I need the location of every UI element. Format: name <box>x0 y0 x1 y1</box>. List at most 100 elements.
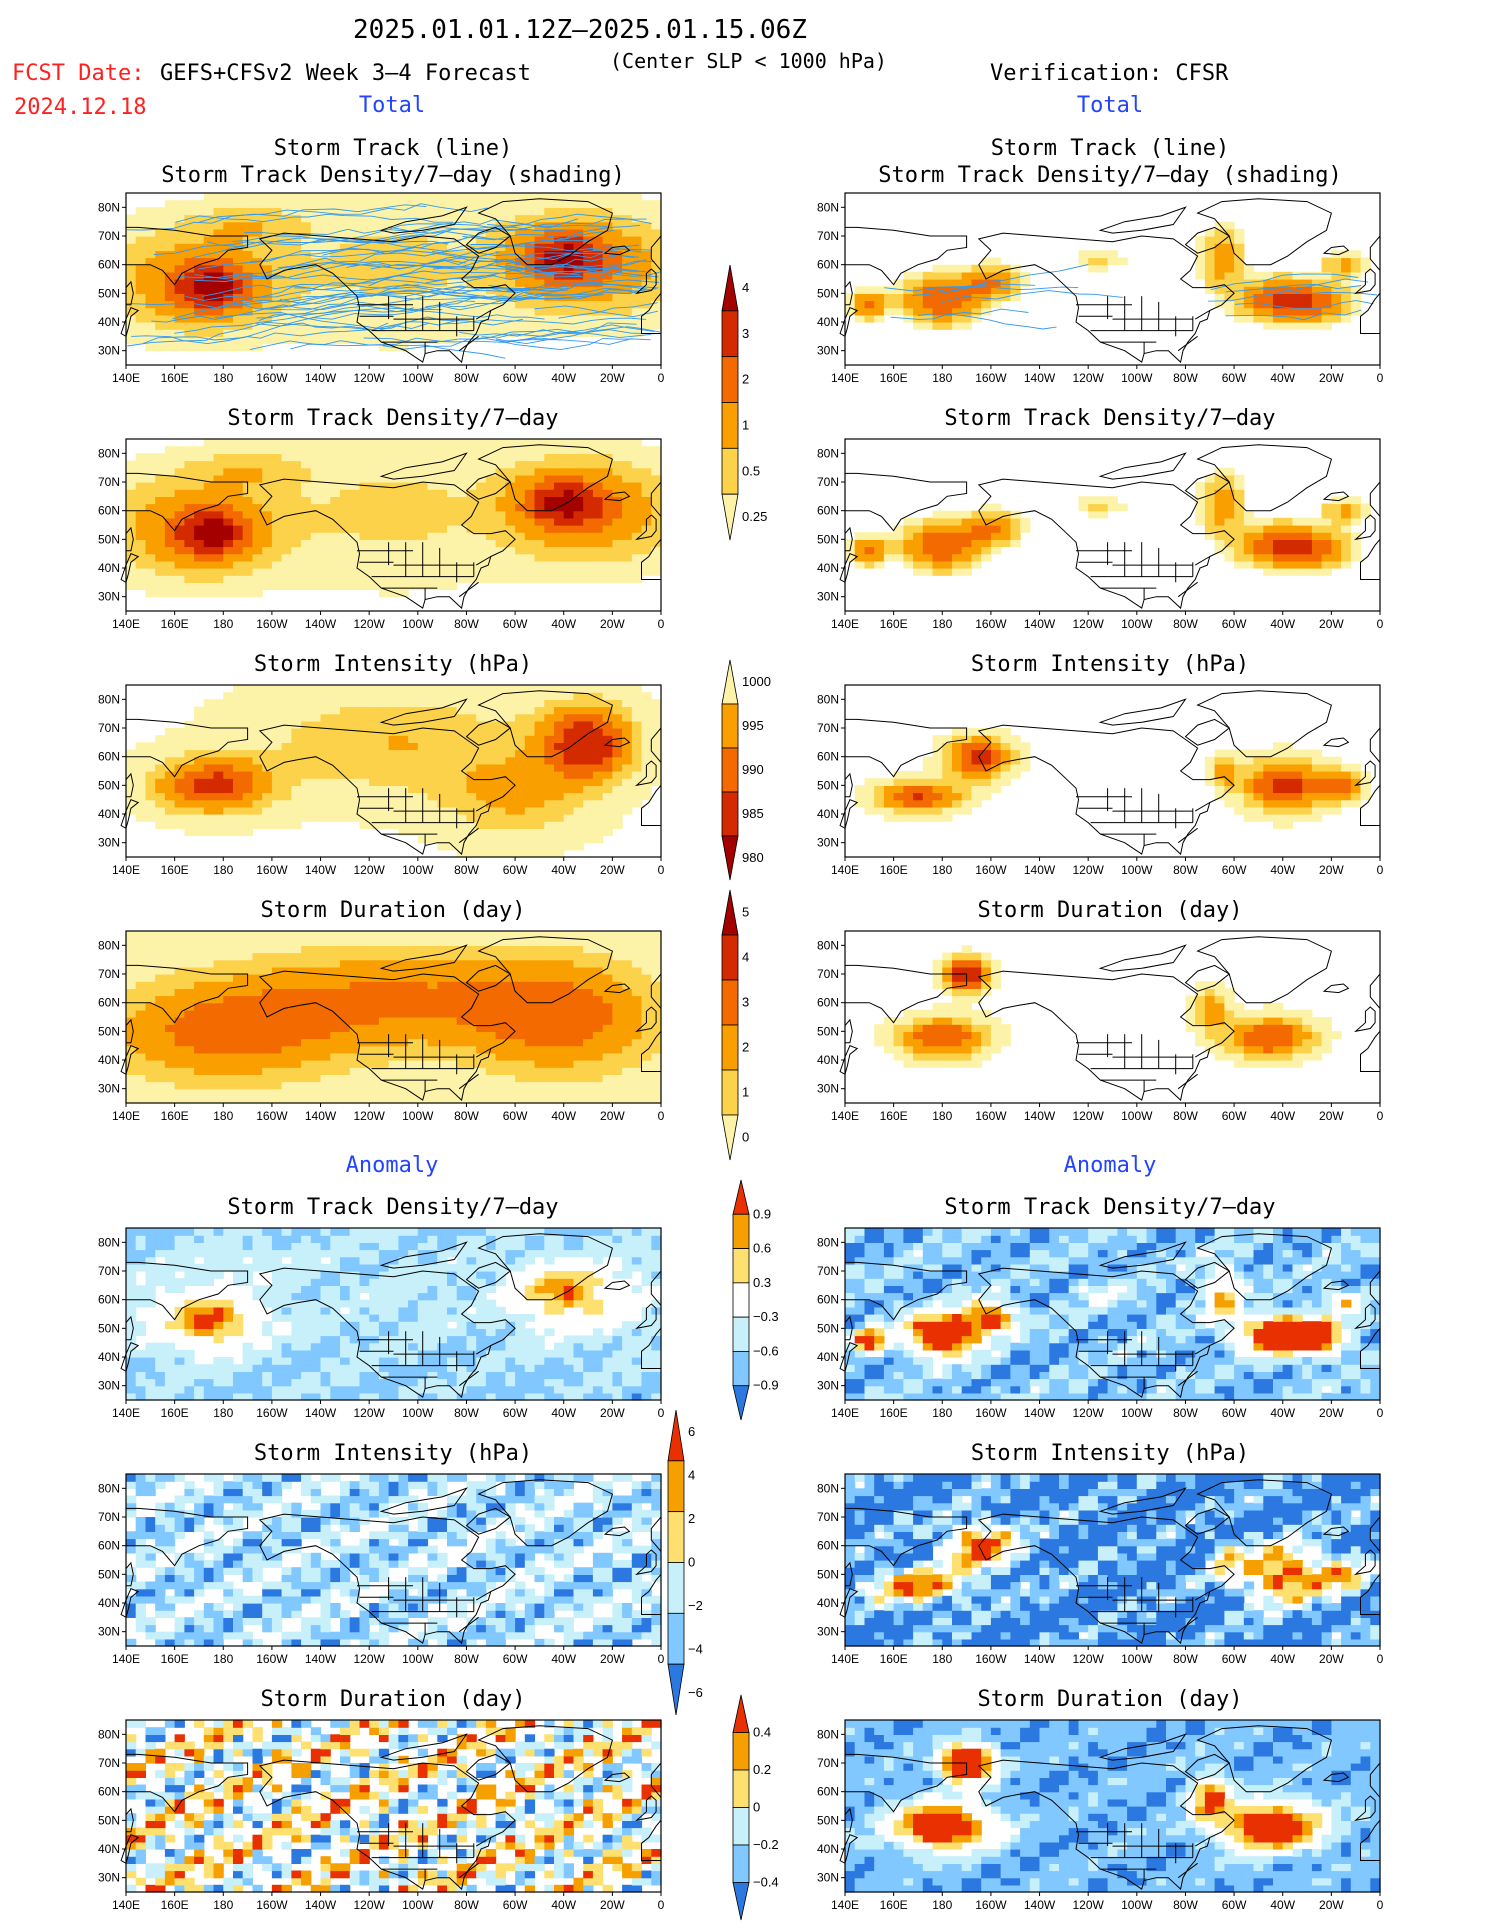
shade-cell <box>349 806 360 815</box>
shade-cell <box>922 806 934 815</box>
shade-cell <box>184 1081 195 1090</box>
shade-cell <box>602 446 613 454</box>
shade-cell <box>573 713 584 722</box>
shade-cell <box>145 207 156 216</box>
shade-cell <box>1341 307 1352 316</box>
shade-cell <box>631 756 643 765</box>
shade-cell <box>320 453 331 462</box>
shade-cell <box>291 467 302 476</box>
shade-cell <box>174 343 185 352</box>
shade-cell <box>534 771 545 779</box>
shade-cell <box>223 749 234 758</box>
shade-cell <box>213 966 224 975</box>
shade-cell <box>408 735 419 743</box>
shade-cell <box>622 546 633 555</box>
shade-cell <box>456 778 467 786</box>
shade-cell <box>1224 271 1235 280</box>
shade-cell <box>1253 517 1264 526</box>
shade-cell <box>262 446 273 454</box>
shade-cell <box>864 539 875 548</box>
shade-cell <box>320 214 331 223</box>
shade-cell <box>990 532 1002 540</box>
shade-cell <box>456 553 467 562</box>
shade-cell <box>932 532 943 540</box>
shade-cell <box>252 778 263 786</box>
shade-cell <box>515 228 526 237</box>
shade-cell <box>320 200 331 208</box>
shade-cell <box>505 214 516 223</box>
shade-cell <box>388 439 399 447</box>
shade-cell <box>534 821 545 829</box>
shade-cell <box>164 966 176 975</box>
shade-cell <box>592 314 604 323</box>
shade-cell <box>271 293 283 302</box>
shade-cell <box>291 799 302 808</box>
shade-cell <box>194 749 205 758</box>
shade-cell <box>378 756 390 765</box>
lat-tick-label: 40N <box>817 315 839 329</box>
shade-cell <box>194 496 205 505</box>
shade-cell <box>408 271 419 280</box>
shade-cell <box>534 279 545 287</box>
shade-cell <box>602 828 613 837</box>
shade-cell <box>544 575 555 583</box>
shade-cell <box>242 250 253 259</box>
shade-cell <box>378 496 390 505</box>
coastline <box>1196 444 1332 512</box>
shade-cell <box>252 343 263 352</box>
shade-cell <box>592 300 604 309</box>
shade-cell <box>164 582 176 591</box>
shade-cell <box>203 699 215 708</box>
shade-cell <box>145 264 156 273</box>
shade-cell <box>174 496 185 505</box>
shade-cell <box>1341 510 1352 519</box>
shade-cell <box>184 329 195 337</box>
shade-cell <box>126 460 137 469</box>
shade-cell <box>340 756 351 765</box>
coastline <box>839 307 859 338</box>
shade-cell <box>378 314 390 323</box>
shade-cell <box>505 439 516 447</box>
shade-cell <box>126 474 137 483</box>
shade-cell <box>1214 763 1225 772</box>
shade-cell <box>184 517 195 526</box>
shade-cell <box>1234 560 1245 569</box>
shade-cell <box>583 756 594 765</box>
shade-cell <box>155 959 166 968</box>
shade-cell <box>223 938 234 946</box>
shade-cell <box>437 553 448 562</box>
shade-cell <box>388 517 399 526</box>
shade-cell <box>281 489 292 497</box>
shade-cell <box>476 207 487 216</box>
shade-cell <box>592 271 604 280</box>
shade-cell <box>437 546 448 555</box>
shade-cell <box>242 200 253 208</box>
shade-cell <box>320 329 331 337</box>
shade-cell <box>622 474 633 483</box>
shade-cell <box>233 713 244 722</box>
shade-cell <box>485 307 497 316</box>
shade-cell <box>369 439 380 447</box>
shade-cell <box>602 439 613 447</box>
shade-cell <box>427 322 438 330</box>
shade-cell <box>612 510 623 519</box>
shade-cell <box>155 207 166 216</box>
storm-track-line <box>214 312 460 330</box>
shade-cell <box>485 699 497 708</box>
shade-cell <box>651 706 662 715</box>
shade-cell <box>271 539 283 548</box>
shade-cell <box>505 467 516 476</box>
shade-cell <box>349 720 360 729</box>
shade-cell <box>242 307 253 316</box>
shade-cell <box>194 560 205 569</box>
coastline <box>379 698 468 726</box>
shade-cell <box>466 763 477 772</box>
shade-cell <box>164 742 176 751</box>
shade-cell <box>135 749 146 758</box>
shade-cell <box>971 756 982 765</box>
shade-cell <box>408 720 419 729</box>
lon-tick-label: 180 <box>213 617 233 631</box>
shade-cell <box>417 489 429 497</box>
shade-cell <box>981 546 992 555</box>
panel-title-r1a: Storm Track (line) <box>991 136 1229 161</box>
